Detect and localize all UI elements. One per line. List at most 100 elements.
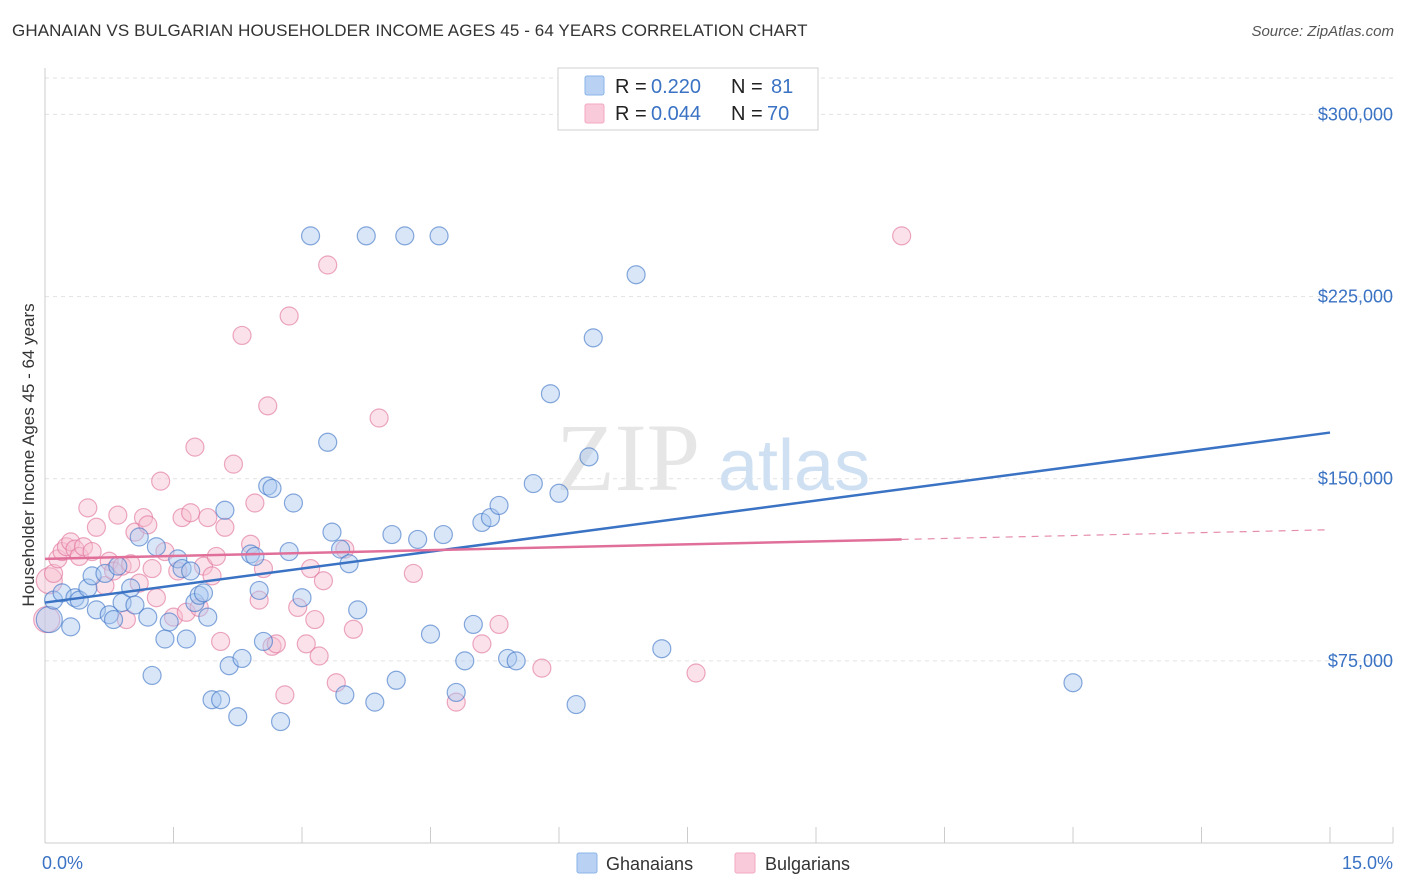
y-axis-label: Householder Income Ages 45 - 64 years xyxy=(19,303,38,606)
ghanaian-point-8 xyxy=(86,600,107,620)
legend-r-value-2: 0.044 xyxy=(651,103,701,125)
ghanaian-point-76 xyxy=(626,265,646,285)
ghanaian-point-24 xyxy=(176,629,196,649)
ghanaian-point-64 xyxy=(463,614,483,635)
ghanaian-point-43 xyxy=(279,541,299,562)
ghanaian-point-69 xyxy=(506,651,526,671)
bulgarian-point-53 xyxy=(296,634,316,654)
bulgarian-point-44 xyxy=(245,493,265,513)
ghanaian-point-58 xyxy=(408,529,428,550)
bulgarian-point-39 xyxy=(211,631,231,652)
watermark: ZIP atlas xyxy=(556,404,870,511)
bulgarian-point-12 xyxy=(86,517,107,537)
ghanaian-point-73 xyxy=(566,694,586,715)
bulgarian-points xyxy=(33,226,912,712)
bulgarian-point-58 xyxy=(318,255,338,275)
bulgarian-point-32 xyxy=(181,503,201,523)
bulgarian-point-25 xyxy=(146,588,166,608)
bulgarian-trend-line xyxy=(44,538,902,561)
legend-r-value-1: 0.220 xyxy=(651,76,701,98)
bulgarian-point-63 xyxy=(403,563,423,584)
bulgarian-point-8 xyxy=(69,546,89,567)
ghanaian-point-14 xyxy=(121,578,141,598)
bulgarian-point-67 xyxy=(532,658,552,678)
bulgarian-point-62 xyxy=(369,408,389,428)
ghanaian-point-72 xyxy=(549,483,569,503)
bulgarian-point-56 xyxy=(309,646,329,666)
ghanaian-point-0 xyxy=(35,605,63,634)
bulgarian-point-40 xyxy=(215,517,235,537)
ghanaian-point-21 xyxy=(159,612,179,632)
bulgarian-point-68 xyxy=(686,663,706,683)
bottom-legend-label-ghanaians: Ghanaians xyxy=(606,854,693,874)
ghanaian-point-77 xyxy=(652,639,672,659)
ghanaian-point-2 xyxy=(52,583,72,603)
ghanaian-point-61 xyxy=(433,524,453,545)
bottom-legend-label-bulgarians: Bulgarians xyxy=(765,854,850,874)
legend-swatch-bulgarians xyxy=(584,103,605,124)
bulgarian-point-57 xyxy=(313,571,334,591)
legend-swatch-ghanaians xyxy=(584,75,605,96)
legend-top: R = 0.220 N = 81 R = 0.044 N = 70 xyxy=(557,67,819,131)
ghanaian-point-11 xyxy=(103,609,124,630)
bulgarian-point-65 xyxy=(472,634,492,654)
ghanaian-point-18 xyxy=(142,665,162,686)
ghanaian-point-44 xyxy=(283,493,304,513)
ghanaian-point-45 xyxy=(292,588,312,608)
x-tick-label-max: 15.0% xyxy=(1342,853,1393,873)
ghanaian-point-47 xyxy=(318,432,338,452)
ghanaian-point-54 xyxy=(365,692,385,712)
bulgarian-point-11 xyxy=(82,541,102,562)
bulgarian-point-55 xyxy=(305,609,325,630)
chart-title: GHANAIAN VS BULGARIAN HOUSEHOLDER INCOME… xyxy=(12,21,808,40)
bulgarian-point-69 xyxy=(892,226,912,246)
bulgarian-point-66 xyxy=(489,614,509,635)
legend-n-value-2: 70 xyxy=(767,103,789,125)
ghanaian-point-42 xyxy=(270,711,291,732)
ghanaian-point-50 xyxy=(335,685,355,705)
bulgarian-point-2 xyxy=(43,563,64,584)
ghanaian-point-29 xyxy=(198,607,218,627)
ghanaian-point-34 xyxy=(228,707,248,727)
ghanaian-point-32 xyxy=(215,500,235,520)
legend-r-label-2: R = xyxy=(615,103,647,125)
ghanaian-point-25 xyxy=(181,561,201,581)
trend-lines xyxy=(44,431,1331,604)
source-label: Source: ZipAtlas.com xyxy=(1251,23,1394,40)
ghanaian-point-78 xyxy=(1063,673,1083,693)
ghanaian-point-59 xyxy=(420,624,441,644)
ghanaian-point-52 xyxy=(348,600,368,620)
bulgarian-point-45 xyxy=(249,590,269,610)
legend-n-value-1: 81 xyxy=(771,76,793,98)
watermark-atlas: atlas xyxy=(718,426,870,506)
ghanaian-point-39 xyxy=(253,631,274,652)
bulgarian-point-36 xyxy=(198,507,218,528)
bulgarian-point-38 xyxy=(206,546,226,567)
ghanaian-point-37 xyxy=(245,546,265,567)
ghanaian-point-55 xyxy=(382,524,402,545)
ghanaian-point-16 xyxy=(129,527,149,547)
y-tick-label-2: $225,000 xyxy=(1318,287,1393,307)
ghanaian-point-53 xyxy=(356,226,376,246)
ghanaian-point-41 xyxy=(262,478,282,499)
ghanaian-point-74 xyxy=(579,447,599,467)
bulgarian-point-10 xyxy=(78,498,98,518)
y-tick-label-0: $75,000 xyxy=(1328,651,1393,671)
bulgarian-point-41 xyxy=(223,454,244,474)
legend-r-label-1: R = xyxy=(615,76,647,98)
ghanaian-point-3 xyxy=(61,617,81,637)
ghanaian-point-17 xyxy=(138,607,158,627)
ghanaian-point-63 xyxy=(455,651,475,671)
bulgarian-point-26 xyxy=(151,471,171,491)
y-tick-label-1: $150,000 xyxy=(1318,469,1393,489)
ghanaian-point-60 xyxy=(429,226,449,246)
ghanaian-point-38 xyxy=(249,580,269,601)
ghanaian-point-71 xyxy=(540,384,561,404)
ghanaian-point-15 xyxy=(125,595,145,615)
legend-n-label-2: N = xyxy=(731,103,763,125)
bottom-legend-swatch-bulgarians xyxy=(734,852,756,874)
grid xyxy=(45,77,1393,662)
bulgarian-point-42 xyxy=(232,325,252,346)
bulgarian-point-51 xyxy=(279,306,299,326)
